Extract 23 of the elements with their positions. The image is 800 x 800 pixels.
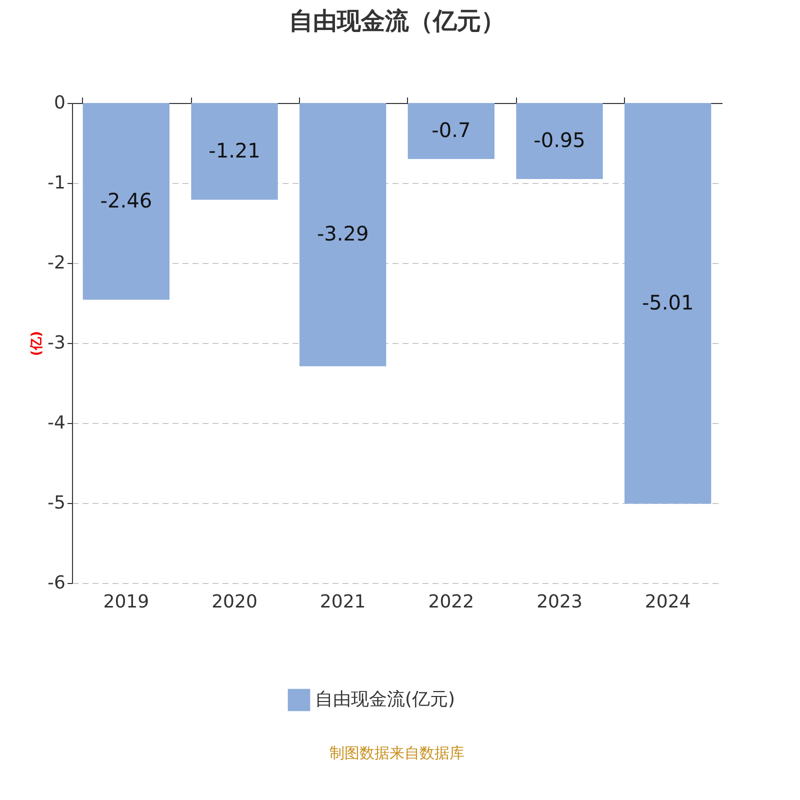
y-tick-label: -1 bbox=[48, 172, 66, 194]
y-tick-label: 0 bbox=[54, 92, 66, 114]
y-axis-title: (亿) bbox=[30, 331, 45, 356]
data-label: -1.21 bbox=[208, 138, 260, 162]
data-label: -2.46 bbox=[100, 188, 152, 212]
x-tick-label: 2021 bbox=[320, 592, 366, 612]
y-tick-label: -3 bbox=[48, 332, 66, 354]
x-tick-label: 2020 bbox=[212, 592, 258, 612]
x-tick-label: 2024 bbox=[644, 592, 691, 612]
data-label: -3.29 bbox=[316, 222, 369, 246]
legend-label: 自由现金流(亿元) bbox=[315, 689, 456, 710]
data-label: -0.7 bbox=[432, 118, 471, 142]
chart-title: 自由现金流（亿元） bbox=[289, 7, 505, 35]
x-tick-label: 2019 bbox=[103, 592, 150, 612]
y-tick-label: -2 bbox=[48, 252, 66, 274]
y-tick-label: -5 bbox=[48, 492, 66, 514]
x-tick-label: 2023 bbox=[536, 592, 582, 612]
data-label: -0.95 bbox=[534, 128, 586, 152]
text: 制图数据来自数据库 bbox=[330, 744, 464, 762]
y-tick-label: -6 bbox=[48, 572, 66, 594]
y-tick-label: -4 bbox=[48, 412, 66, 434]
data-label: -5.01 bbox=[642, 290, 694, 314]
x-tick-label: 2022 bbox=[428, 592, 474, 612]
